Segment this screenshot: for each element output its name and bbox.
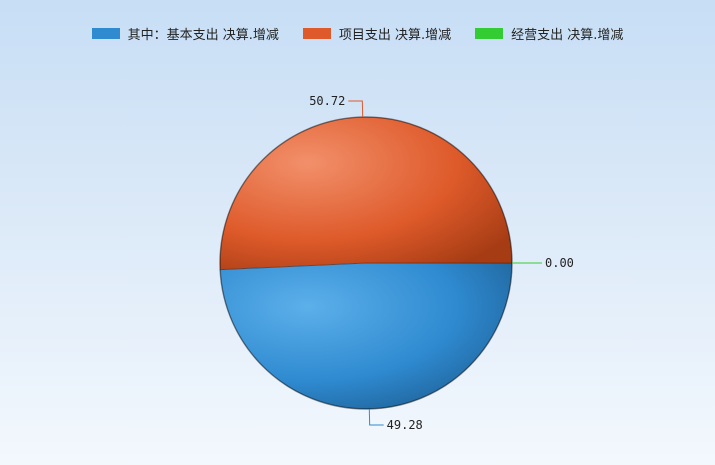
legend-item-basic[interactable]: 其中：基本支出 决算.增减 <box>91 24 279 43</box>
data-label-operating: 0.00 <box>545 256 574 270</box>
legend-swatch-basic <box>91 28 120 39</box>
pie-slice-basic[interactable] <box>219 262 513 410</box>
legend-swatch-project <box>302 28 331 39</box>
data-label-basic: 49.28 <box>387 418 423 432</box>
data-label-project: 50.72 <box>309 94 345 108</box>
leader-line-basic <box>368 408 384 426</box>
legend-swatch-operating <box>475 28 504 39</box>
chart-legend: 其中：基本支出 决算.增减 项目支出 决算.增减 经营支出 决算.增减 <box>0 24 715 43</box>
legend-label-operating: 经营支出 决算.增减 <box>511 28 624 43</box>
legend-item-operating[interactable]: 经营支出 决算.增减 <box>475 24 623 43</box>
leader-line-project <box>348 100 364 118</box>
legend-label-project: 项目支出 决算.增减 <box>338 28 452 43</box>
legend-label-basic: 其中：基本支出 决算.增减 <box>127 28 279 43</box>
pie-slice-project[interactable] <box>219 116 513 271</box>
legend-item-project[interactable]: 项目支出 决算.增减 <box>302 24 452 43</box>
